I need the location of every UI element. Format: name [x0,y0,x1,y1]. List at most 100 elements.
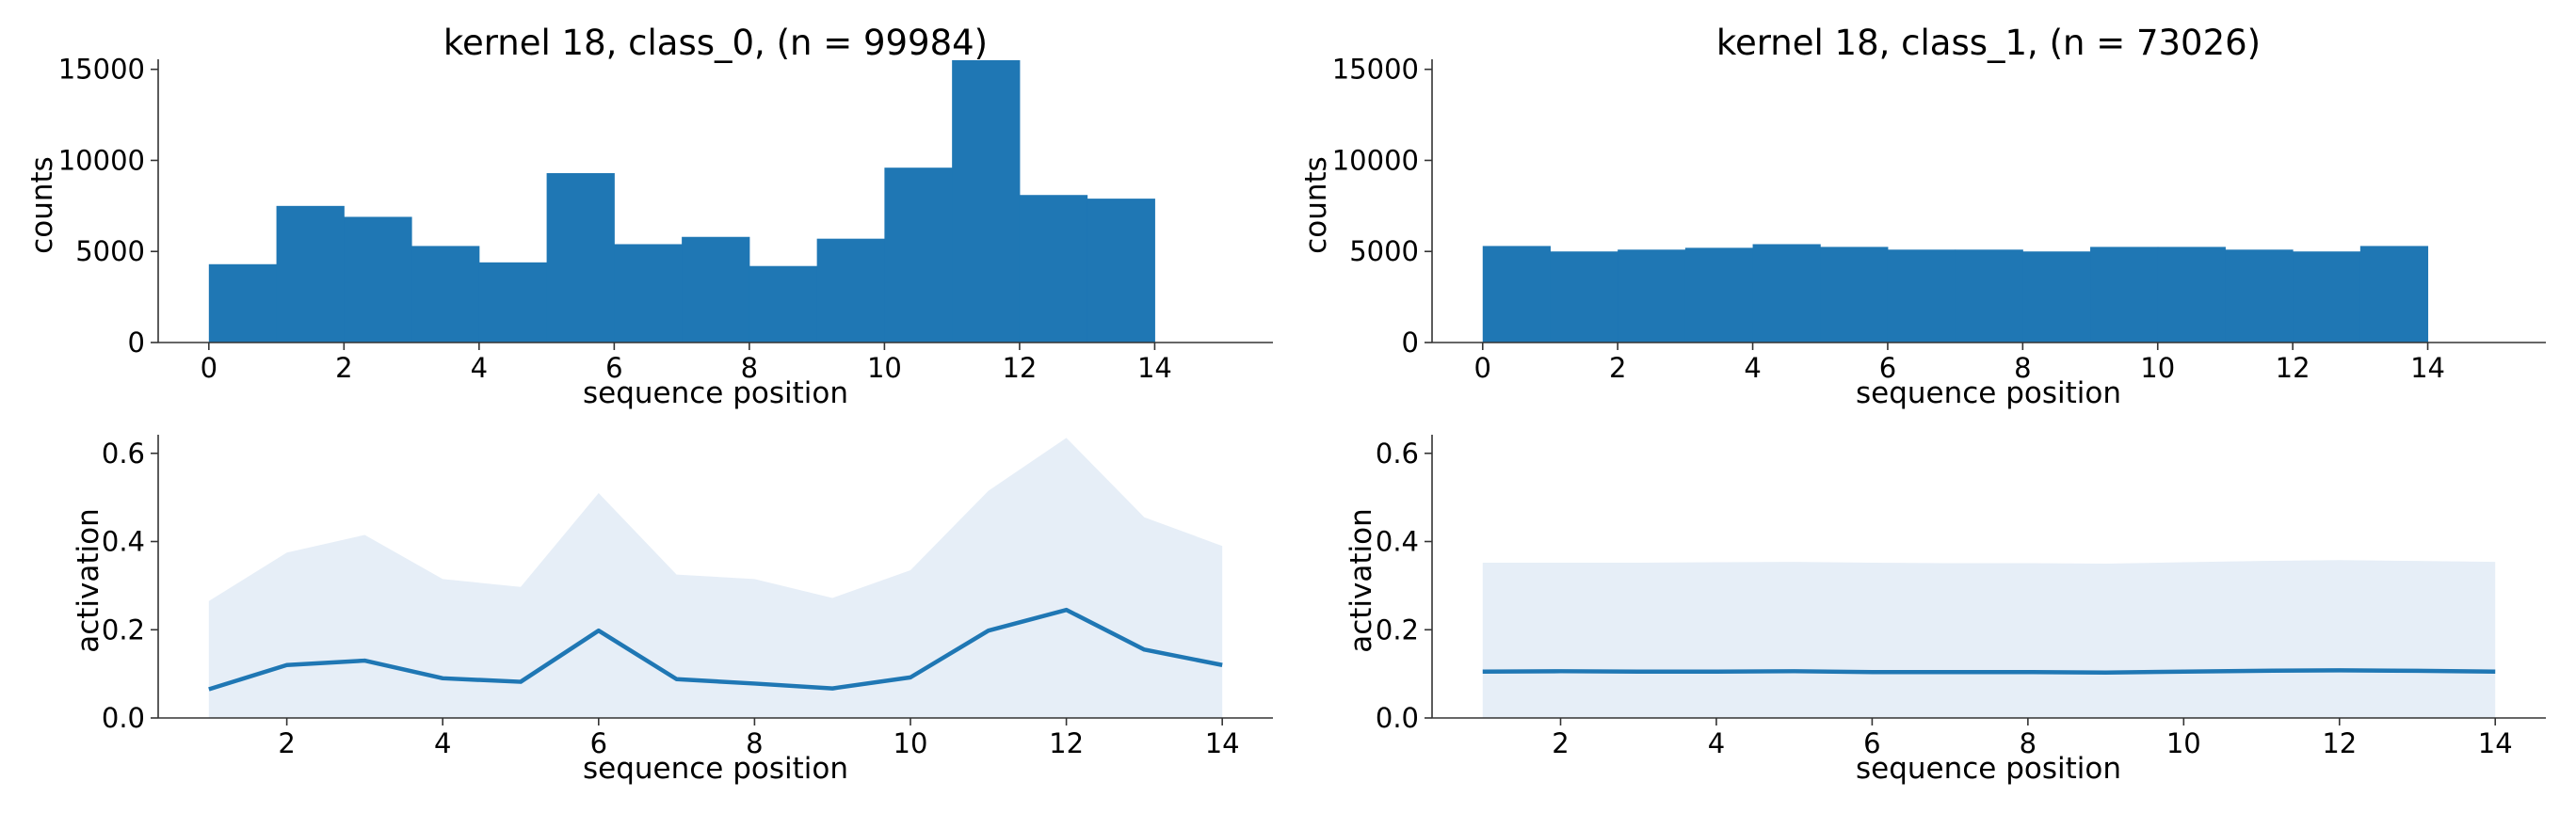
y-tick-label-activation-class1: 0.0 [1376,702,1419,734]
y-axis-label-class1: counts [1299,156,1333,254]
bars-class1 [1482,244,2429,343]
x-tick-label-activation-class1: 14 [2478,727,2513,759]
x-tick-label-class0: 0 [201,352,217,384]
panel-activation-class1: 2 4 6 8 10 12 14 0.0 0.2 0.4 0.6 sequence position… [1344,435,2546,786]
histogram-bar-class0 [1087,199,1155,343]
axes-activation-class0: 2 4 6 8 10 12 14 0.0 0.2 0.4 0.6 [102,435,1273,759]
x-tick-label-activation-class1: 8 [2020,727,2037,759]
axes-activation-class1: 2 4 6 8 10 12 14 0.0 0.2 0.4 0.6 [1376,435,2546,759]
histogram-bar-class0 [1019,195,1088,343]
y-tick-label-activation-class1: 0.6 [1376,438,1419,470]
activation-mean-line-activation-class0 [208,607,1223,692]
x-tick-label-activation-class0: 10 [894,727,928,759]
x-tick-label-activation-class1: 6 [1863,727,1880,759]
x-tick-label-class1: 8 [2014,352,2031,384]
y-tick-label-activation-class1: 0.2 [1376,614,1419,646]
histogram-bar-class0 [478,262,548,343]
histogram-bar-class0 [749,265,818,343]
y-tick-label-class1: 10000 [1332,144,1419,176]
histogram-bar-class1 [2225,249,2294,343]
x-tick-label-class1: 4 [1744,352,1761,384]
histogram-bar-class1 [1955,249,2023,343]
histogram-bar-class0 [682,236,750,343]
y-tick-label-class0: 10000 [58,144,145,176]
chart-title-class1: kernel 18, class_1, (n = 73026) [1716,23,2261,63]
x-tick-label-activation-class0: 6 [590,727,607,759]
x-tick-label-activation-class1: 2 [1552,727,1569,759]
y-axis-label-class0: counts [25,156,59,254]
histogram-bar-class1 [1618,249,1686,343]
x-tick-label-class1: 10 [2140,352,2175,384]
histogram-bar-class0 [546,173,615,343]
histogram-bar-class1 [2022,251,2091,343]
x-tick-label-class1: 14 [2410,352,2445,384]
y-tick-label-class0: 0 [128,327,145,359]
y-tick-label-activation-class0: 0.4 [102,526,145,558]
x-tick-label-activation-class1: 12 [2322,727,2357,759]
y-tick-label-class1: 5000 [1349,235,1419,267]
x-tick-label-activation-class1: 4 [1708,727,1725,759]
activation-band-activation-class0 [208,438,1223,718]
x-tick-label-activation-class0: 12 [1049,727,1084,759]
y-tick-label-class1: 15000 [1332,54,1419,86]
histogram-bar-class0 [816,238,885,343]
chart-title-class0: kernel 18, class_0, (n = 99984) [443,23,988,63]
x-tick-label-class1: 0 [1474,352,1491,384]
histogram-bar-class0 [614,244,683,343]
y-tick-label-class1: 0 [1402,327,1419,359]
x-tick-label-class0: 8 [741,352,758,384]
x-tick-label-class0: 6 [605,352,622,384]
histogram-bar-class1 [2293,251,2361,343]
panel-hist-class0: kernel 18, class_0, (n = 99984) 0 2 4 6 8 10 1… [25,23,1273,410]
histogram-bar-class1 [2359,246,2429,343]
histogram-bar-class0 [411,246,480,343]
histogram-bar-class0 [276,205,345,343]
histogram-bar-class0 [952,60,1021,343]
x-tick-label-activation-class1: 10 [2166,727,2201,759]
x-axis-label-class1: sequence position [1856,376,2121,410]
x-tick-label-class1: 6 [1879,352,1896,384]
x-tick-label-activation-class0: 8 [746,727,763,759]
histogram-bar-class1 [1684,247,1754,343]
histogram-bar-class1 [1752,244,1821,343]
activation-mean-line-activation-class1 [1482,668,2496,675]
activation-plot-class0 [208,438,1223,718]
y-tick-label-class0: 5000 [75,235,145,267]
x-tick-label-activation-class0: 2 [278,727,295,759]
x-tick-label-class0: 4 [471,352,488,384]
histogram-bar-class1 [1550,251,1618,343]
x-axis-label-activation-class0: sequence position [583,752,848,786]
x-tick-label-activation-class0: 14 [1205,727,1240,759]
y-axis-label-activation-class0: activation [72,508,105,653]
y-tick-label-activation-class1: 0.4 [1376,526,1419,558]
histogram-bar-class0 [208,263,278,343]
x-tick-label-class0: 12 [1002,352,1037,384]
x-tick-label-class0: 10 [867,352,902,384]
histogram-bar-class1 [2157,247,2226,343]
y-axis-label-activation-class1: activation [1344,508,1378,653]
axes-class1: 0 2 4 6 8 10 12 14 0 5000 10000 15000 [1332,54,2546,384]
activation-band-activation-class1 [1482,560,2496,718]
histogram-bar-class0 [344,216,412,343]
axes-class0: 0 2 4 6 8 10 12 14 0 5000 10000 15000 [58,54,1273,384]
y-tick-label-activation-class0: 0.2 [102,614,145,646]
x-axis-label-activation-class1: sequence position [1856,752,2121,786]
y-tick-label-activation-class0: 0.0 [102,702,145,734]
panel-hist-class1: kernel 18, class_1, (n = 73026) 0 2 4 6 8 10 1… [1299,23,2546,410]
histogram-bar-class1 [2090,247,2159,343]
bars-class0 [208,60,1155,343]
histogram-bar-class1 [1887,249,1956,343]
x-axis-label-class0: sequence position [583,376,848,410]
x-tick-label-class0: 2 [335,352,352,384]
y-tick-label-class0: 15000 [58,54,145,86]
panel-activation-class0: 2 4 6 8 10 12 14 0.0 0.2 0.4 0.6 sequence position… [72,435,1273,786]
x-tick-label-class1: 2 [1609,352,1626,384]
x-tick-label-activation-class0: 4 [434,727,451,759]
x-tick-label-class0: 14 [1137,352,1172,384]
histogram-bar-class0 [884,167,953,343]
activation-plot-class1 [1482,560,2496,718]
histogram-bar-class1 [1482,246,1551,343]
x-tick-label-class1: 12 [2276,352,2310,384]
y-tick-label-activation-class0: 0.6 [102,438,145,470]
